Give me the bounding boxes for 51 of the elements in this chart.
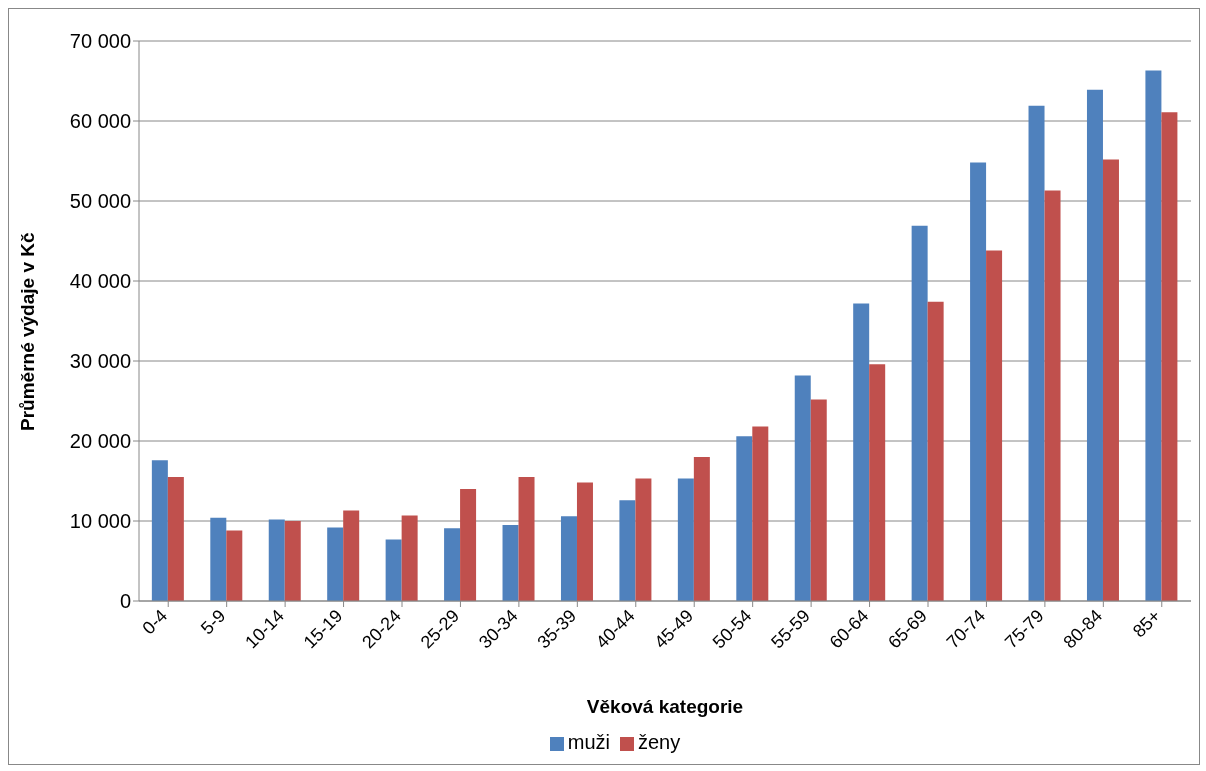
bar (385, 539, 402, 601)
y-tick-label: 70 000 (69, 30, 131, 53)
bar (226, 530, 243, 601)
bar (327, 527, 344, 601)
x-tick-label: 5-9 (196, 605, 230, 639)
bar (810, 399, 827, 601)
bar (343, 510, 360, 601)
y-tick-label: 20 000 (69, 430, 131, 453)
bar (635, 478, 652, 601)
bar (502, 525, 519, 601)
x-tick-label: 85+ (1128, 605, 1165, 642)
bar (210, 517, 227, 601)
bar (401, 515, 418, 601)
y-tick-label: 50 000 (69, 190, 131, 213)
legend-label: muži (567, 731, 610, 753)
y-tick-label: 30 000 (69, 350, 131, 373)
bar (911, 225, 928, 601)
y-tick-label: 10 000 (69, 510, 131, 533)
bar (284, 521, 301, 601)
bar (444, 528, 461, 601)
bar (1102, 159, 1119, 601)
y-tick-label: 40 000 (69, 270, 131, 293)
bar (167, 477, 184, 601)
bar (560, 516, 577, 601)
x-tick-label: 0-4 (138, 605, 172, 639)
bar (693, 457, 710, 601)
y-tick-label: 0 (119, 590, 131, 613)
bar (1161, 112, 1178, 601)
y-tick-label: 60 000 (69, 110, 131, 133)
bar (1044, 190, 1061, 601)
bar (460, 489, 477, 601)
bar (970, 162, 987, 601)
bar (619, 500, 636, 601)
bar (869, 364, 886, 601)
bar (1145, 70, 1162, 601)
bar (1086, 89, 1103, 601)
bar (677, 478, 694, 601)
bar (518, 477, 535, 601)
bar (268, 519, 285, 601)
y-axis-title: Průměrné výdaje v Kč (16, 232, 38, 431)
bar (576, 482, 593, 601)
legend-label: ženy (637, 731, 681, 753)
bar (927, 301, 944, 601)
bar (794, 375, 811, 601)
bar (736, 436, 753, 601)
bar (853, 303, 870, 601)
bar (986, 250, 1003, 601)
bar (1028, 105, 1045, 601)
x-axis-title: Věková kategorie (586, 696, 744, 717)
bar (151, 460, 168, 601)
bar (752, 426, 769, 601)
